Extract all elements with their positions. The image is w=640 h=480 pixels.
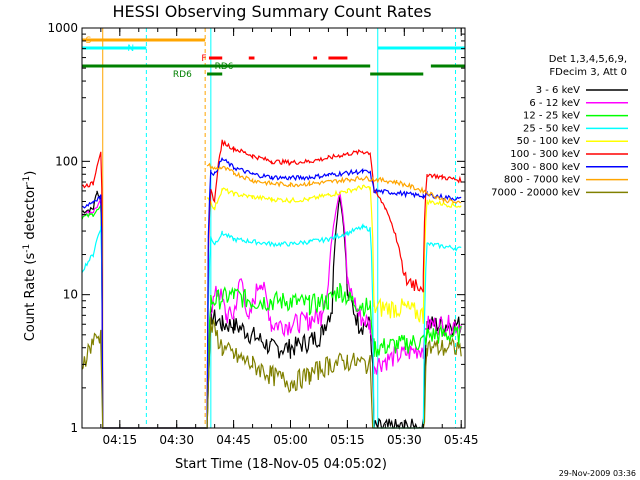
x-axis-label: Start Time (18-Nov-05 04:05:02): [175, 457, 387, 472]
x-tick-label-3: 05:00: [273, 433, 308, 447]
footer-timestamp: 29-Nov-2009 03:36: [559, 469, 636, 478]
y-axis-label-end: ): [23, 171, 38, 176]
plot-area: S N F RD6 RD6: [81, 28, 465, 430]
legend-label-5: 100 - 300 keV: [510, 149, 580, 160]
y-tick-label-3: 1000: [47, 21, 78, 35]
flag-label-0: S: [86, 36, 92, 46]
legend-label-8: 7000 - 20000 keV: [491, 187, 580, 198]
flag-label-4: RD6: [173, 70, 192, 80]
tick-labels: 1 10 100 1000 04:15 04:30 04:45 05:00 05:15 05:30…: [47, 21, 478, 447]
y-tick-label-2: 100: [55, 154, 78, 168]
x-tick-label-5: 05:30: [387, 433, 422, 447]
legend-label-4: 50 - 100 keV: [517, 136, 581, 147]
legend-label-7: 800 - 7000 keV: [504, 175, 580, 186]
legend-label-6: 300 - 800 keV: [510, 162, 580, 173]
y-tick-label-0: 1: [70, 421, 78, 435]
legend-label-1: 6 - 12 keV: [529, 98, 580, 109]
x-tick-label-2: 04:45: [216, 433, 251, 447]
y-axis-label-main: Count Rate (s: [23, 253, 38, 342]
legend-header-0: Det 1,3,4,5,6,9,: [549, 54, 627, 65]
series-line-1: [81, 191, 462, 429]
x-tick-label-0: 04:15: [103, 433, 138, 447]
flag-label-1: N: [127, 44, 134, 54]
x-tick-label-4: 05:15: [330, 433, 365, 447]
series-line-0: [81, 190, 462, 430]
x-tick-label-6: 05:45: [444, 433, 479, 447]
plot-frame: [81, 27, 466, 429]
y-tick-label-1: 10: [63, 288, 78, 302]
legend-label-0: 3 - 6 keV: [536, 85, 580, 96]
x-tick-label-1: 04:30: [159, 433, 194, 447]
y-axis-label-sup1: -1: [22, 244, 32, 253]
axis-frame: [81, 27, 466, 429]
y-axis-label-sup2: -1: [22, 176, 32, 185]
legend-header-1: FDecim 3, Att 0: [549, 67, 627, 78]
flag-label-2: F: [201, 54, 206, 64]
series-line-4: [207, 184, 462, 324]
legend: Det 1,3,4,5,6,9, FDecim 3, Att 0 3 - 6 keV…: [491, 54, 628, 198]
series-line-2: [81, 203, 462, 429]
chart-title: HESSI Observing Summary Count Rates: [112, 2, 431, 21]
series-line-7: [206, 162, 462, 205]
y-axis-label-mid: detector: [23, 184, 38, 244]
series-line-8: [81, 317, 462, 429]
legend-label-3: 25 - 50 keV: [523, 123, 580, 134]
flag-label-3: RD6: [215, 62, 234, 72]
legend-label-2: 12 - 25 keV: [523, 111, 580, 122]
y-axis-label: Count Rate (s-1 detector-1): [22, 171, 38, 342]
